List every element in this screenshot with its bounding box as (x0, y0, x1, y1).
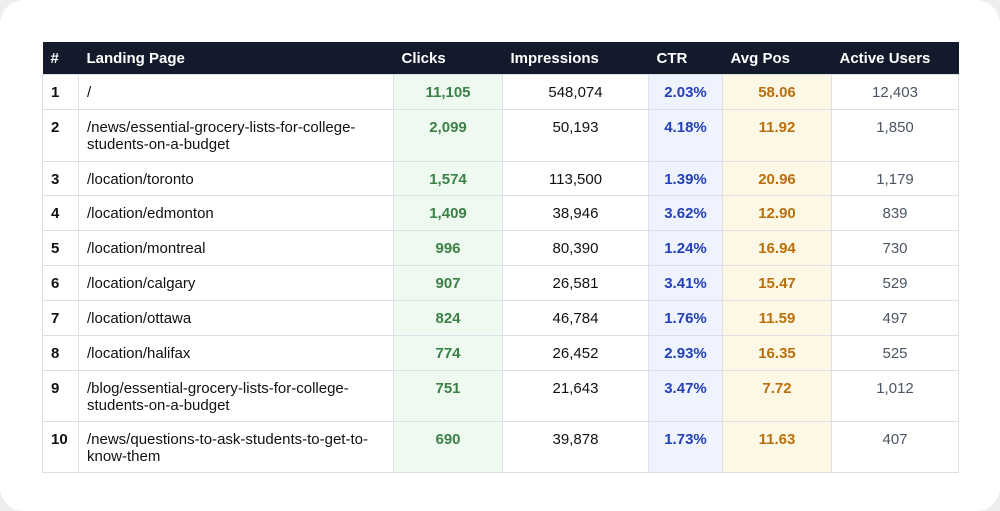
table-cell: 3 (42, 161, 79, 196)
table-cell: 497 (831, 300, 959, 336)
table-cell: 38,946 (502, 195, 649, 231)
table-cell: 7.72 (722, 370, 832, 422)
table-cell: 751 (393, 370, 503, 422)
table-cell: 907 (393, 265, 503, 301)
column-header: Clicks (393, 42, 503, 75)
table-row: 6/location/calgary 907 26,581 3.41% 15.47 529 (42, 265, 959, 301)
table-cell: /news/questions-to-ask-students-to-get-t… (78, 421, 394, 473)
table-cell: 1.39% (648, 161, 723, 196)
table-cell: 2,099 (393, 109, 503, 162)
table-cell: 12,403 (831, 74, 959, 110)
table-cell: 730 (831, 230, 959, 266)
table-body: 1/11,105 548,074 2.03% 58.06 12,403 2/news/es… (42, 74, 959, 473)
table-cell: 5 (42, 230, 79, 266)
table-cell: 39,878 (502, 421, 649, 473)
table-cell: 3.47% (648, 370, 723, 422)
table-cell: 9 (42, 370, 79, 422)
table-cell: 1,179 (831, 161, 959, 196)
table-cell: 3.41% (648, 265, 723, 301)
table-cell: 1,012 (831, 370, 959, 422)
table-cell: 46,784 (502, 300, 649, 336)
table-row: 4/location/edmonton 1,409 38,946 3.62% 12.90… (42, 195, 959, 231)
table-cell: 1.76% (648, 300, 723, 336)
table-cell: /news/essential-grocery-lists-for-colleg… (78, 109, 394, 162)
table-cell: 1.24% (648, 230, 723, 266)
table-cell: 4.18% (648, 109, 723, 162)
table-cell: 2 (42, 109, 79, 162)
column-header: Landing Page (78, 42, 394, 75)
column-header: # (42, 42, 79, 75)
table-cell: /location/edmonton (78, 195, 394, 231)
table-cell: /blog/essential-grocery-lists-for-colleg… (78, 370, 394, 422)
table-cell: 11.59 (722, 300, 832, 336)
table-row: 8/location/halifax 774 26,452 2.93% 16.35 525 (42, 335, 959, 371)
table-cell: 21,643 (502, 370, 649, 422)
table-cell: 58.06 (722, 74, 832, 110)
table-row: 1/11,105 548,074 2.03% 58.06 12,403 (42, 74, 959, 110)
table-cell: 10 (42, 421, 79, 473)
table-cell: 20.96 (722, 161, 832, 196)
table-cell: 4 (42, 195, 79, 231)
table-cell: 2.03% (648, 74, 723, 110)
table-cell: 548,074 (502, 74, 649, 110)
table-cell: 839 (831, 195, 959, 231)
column-header: Impressions (502, 42, 649, 75)
table-row: 5/location/montreal 996 80,390 1.24% 16.94 73… (42, 230, 959, 266)
table-cell: 3.62% (648, 195, 723, 231)
table-cell: 407 (831, 421, 959, 473)
table-row: 2/news/essential-grocery-lists-for-colle… (42, 109, 959, 162)
landing-page-table: # Landing Page Clicks Impressions CTR Avg Pos… (42, 42, 959, 473)
table-cell: 11,105 (393, 74, 503, 110)
table-cell: 80,390 (502, 230, 649, 266)
table-cell: 525 (831, 335, 959, 371)
table-cell: /location/calgary (78, 265, 394, 301)
table-row: 9/blog/essential-grocery-lists-for-colle… (42, 370, 959, 422)
table-cell: /location/ottawa (78, 300, 394, 336)
table-cell: /location/halifax (78, 335, 394, 371)
table-cell: 11.63 (722, 421, 832, 473)
table-cell: 26,452 (502, 335, 649, 371)
table-row: 10/news/questions-to-ask-students-to-get… (42, 421, 959, 473)
table-cell: 26,581 (502, 265, 649, 301)
table-cell: 690 (393, 421, 503, 473)
table-cell: 996 (393, 230, 503, 266)
table-cell: 774 (393, 335, 503, 371)
table-cell: 12.90 (722, 195, 832, 231)
table-cell: /location/toronto (78, 161, 394, 196)
table-cell: 16.94 (722, 230, 832, 266)
table-cell: 1,574 (393, 161, 503, 196)
table-row: 3/location/toronto 1,574 113,500 1.39% 20.96… (42, 161, 959, 196)
table-cell: 6 (42, 265, 79, 301)
table-cell: 824 (393, 300, 503, 336)
table-cell: 16.35 (722, 335, 832, 371)
column-header: CTR (648, 42, 723, 75)
table-cell: 2.93% (648, 335, 723, 371)
table-row: 7/location/ottawa 824 46,784 1.76% 11.59 497 (42, 300, 959, 336)
table-cell: 1.73% (648, 421, 723, 473)
table-cell: 7 (42, 300, 79, 336)
table-cell: 50,193 (502, 109, 649, 162)
table-cell: 1,850 (831, 109, 959, 162)
header-row: # Landing Page Clicks Impressions CTR Avg Pos… (42, 42, 959, 75)
table-cell: 529 (831, 265, 959, 301)
table-cell: 1 (42, 74, 79, 110)
table-cell: 113,500 (502, 161, 649, 196)
column-header: Avg Pos (722, 42, 832, 75)
table-cell: /location/montreal (78, 230, 394, 266)
table-cell: 8 (42, 335, 79, 371)
table-cell: 15.47 (722, 265, 832, 301)
table-cell: 1,409 (393, 195, 503, 231)
table-cell: 11.92 (722, 109, 832, 162)
column-header: Active Users (831, 42, 959, 75)
table-cell: / (78, 74, 394, 110)
